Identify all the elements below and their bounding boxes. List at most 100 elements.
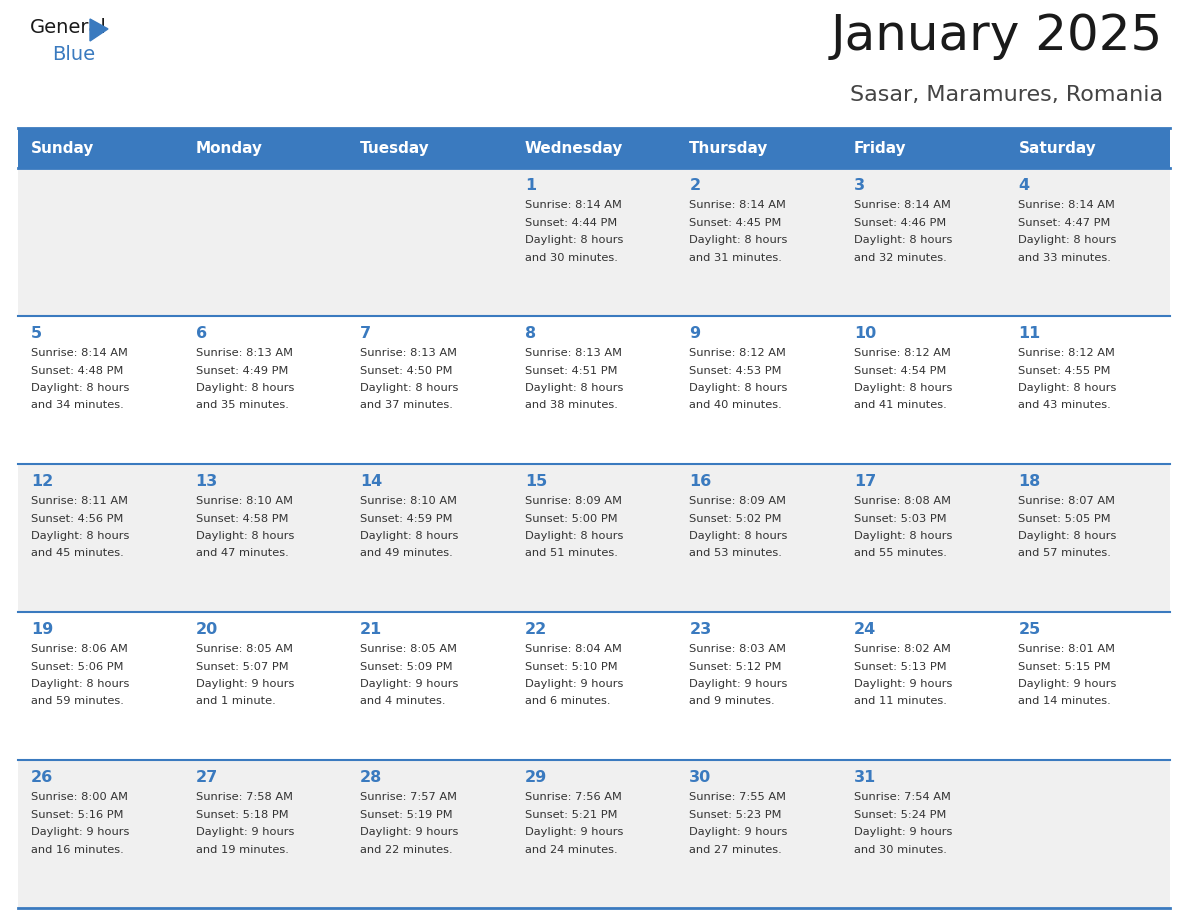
Bar xyxy=(347,464,512,612)
Text: Sunrise: 8:13 AM: Sunrise: 8:13 AM xyxy=(360,348,457,358)
Text: Daylight: 9 hours: Daylight: 9 hours xyxy=(525,827,623,837)
Text: Sunrise: 7:55 AM: Sunrise: 7:55 AM xyxy=(689,792,786,802)
Text: 10: 10 xyxy=(854,326,876,341)
Bar xyxy=(18,168,183,316)
Bar xyxy=(1005,760,1170,908)
Text: and 9 minutes.: and 9 minutes. xyxy=(689,697,775,707)
Text: and 53 minutes.: and 53 minutes. xyxy=(689,548,782,558)
Text: Sunset: 5:23 PM: Sunset: 5:23 PM xyxy=(689,810,782,820)
Text: Daylight: 8 hours: Daylight: 8 hours xyxy=(689,235,788,245)
Text: Sunrise: 8:10 AM: Sunrise: 8:10 AM xyxy=(360,496,457,506)
Text: Daylight: 8 hours: Daylight: 8 hours xyxy=(525,235,623,245)
Text: Daylight: 8 hours: Daylight: 8 hours xyxy=(854,531,953,541)
Text: and 4 minutes.: and 4 minutes. xyxy=(360,697,446,707)
Text: 3: 3 xyxy=(854,178,865,193)
Text: Daylight: 9 hours: Daylight: 9 hours xyxy=(196,827,293,837)
Text: 24: 24 xyxy=(854,622,876,637)
Text: Daylight: 8 hours: Daylight: 8 hours xyxy=(196,383,293,393)
Text: 14: 14 xyxy=(360,474,383,489)
Text: General: General xyxy=(30,18,107,37)
Text: Daylight: 9 hours: Daylight: 9 hours xyxy=(360,679,459,689)
Text: and 35 minutes.: and 35 minutes. xyxy=(196,400,289,410)
Text: Monday: Monday xyxy=(196,140,263,155)
Text: 19: 19 xyxy=(31,622,53,637)
Text: and 14 minutes.: and 14 minutes. xyxy=(1018,697,1111,707)
Text: Sunset: 5:24 PM: Sunset: 5:24 PM xyxy=(854,810,946,820)
Bar xyxy=(676,612,841,760)
Text: Sunrise: 7:54 AM: Sunrise: 7:54 AM xyxy=(854,792,950,802)
Bar xyxy=(512,612,676,760)
Text: and 24 minutes.: and 24 minutes. xyxy=(525,845,618,855)
Text: and 34 minutes.: and 34 minutes. xyxy=(31,400,124,410)
Text: Sunrise: 8:14 AM: Sunrise: 8:14 AM xyxy=(31,348,128,358)
Text: and 37 minutes.: and 37 minutes. xyxy=(360,400,453,410)
Text: Daylight: 9 hours: Daylight: 9 hours xyxy=(1018,679,1117,689)
Bar xyxy=(1005,464,1170,612)
Bar xyxy=(347,128,512,168)
Bar xyxy=(841,168,1005,316)
Text: Daylight: 8 hours: Daylight: 8 hours xyxy=(689,531,788,541)
Bar xyxy=(841,612,1005,760)
Bar xyxy=(183,760,347,908)
Text: Sunset: 4:49 PM: Sunset: 4:49 PM xyxy=(196,365,287,375)
Text: Sunrise: 8:13 AM: Sunrise: 8:13 AM xyxy=(525,348,621,358)
Text: Sunset: 4:55 PM: Sunset: 4:55 PM xyxy=(1018,365,1111,375)
Bar xyxy=(841,464,1005,612)
Text: Sunday: Sunday xyxy=(31,140,94,155)
Text: Sunrise: 8:01 AM: Sunrise: 8:01 AM xyxy=(1018,644,1116,654)
Text: Sunset: 5:05 PM: Sunset: 5:05 PM xyxy=(1018,513,1111,523)
Text: 22: 22 xyxy=(525,622,546,637)
Text: Tuesday: Tuesday xyxy=(360,140,430,155)
Text: Sunset: 4:47 PM: Sunset: 4:47 PM xyxy=(1018,218,1111,228)
Bar xyxy=(183,168,347,316)
Text: Sunrise: 8:00 AM: Sunrise: 8:00 AM xyxy=(31,792,128,802)
Text: Sunrise: 7:58 AM: Sunrise: 7:58 AM xyxy=(196,792,292,802)
Text: 27: 27 xyxy=(196,770,217,785)
Text: Sunset: 4:59 PM: Sunset: 4:59 PM xyxy=(360,513,453,523)
Text: Saturday: Saturday xyxy=(1018,140,1097,155)
Bar xyxy=(18,760,183,908)
Text: January 2025: January 2025 xyxy=(830,12,1163,60)
Text: Sunrise: 7:56 AM: Sunrise: 7:56 AM xyxy=(525,792,621,802)
Text: Daylight: 8 hours: Daylight: 8 hours xyxy=(360,383,459,393)
Text: 15: 15 xyxy=(525,474,546,489)
Text: Sunset: 4:53 PM: Sunset: 4:53 PM xyxy=(689,365,782,375)
Text: 23: 23 xyxy=(689,622,712,637)
Text: 13: 13 xyxy=(196,474,217,489)
Text: and 19 minutes.: and 19 minutes. xyxy=(196,845,289,855)
Text: Daylight: 9 hours: Daylight: 9 hours xyxy=(525,679,623,689)
Bar xyxy=(183,316,347,464)
Bar xyxy=(18,316,183,464)
Text: Sunrise: 8:09 AM: Sunrise: 8:09 AM xyxy=(525,496,621,506)
Text: 7: 7 xyxy=(360,326,372,341)
Text: Sunrise: 8:14 AM: Sunrise: 8:14 AM xyxy=(854,200,950,210)
Text: Sunrise: 8:12 AM: Sunrise: 8:12 AM xyxy=(1018,348,1116,358)
Text: Daylight: 8 hours: Daylight: 8 hours xyxy=(854,383,953,393)
Text: Daylight: 8 hours: Daylight: 8 hours xyxy=(854,235,953,245)
Text: and 43 minutes.: and 43 minutes. xyxy=(1018,400,1111,410)
Text: Daylight: 8 hours: Daylight: 8 hours xyxy=(31,679,129,689)
Text: and 30 minutes.: and 30 minutes. xyxy=(854,845,947,855)
Text: Sunrise: 8:06 AM: Sunrise: 8:06 AM xyxy=(31,644,128,654)
Bar xyxy=(512,760,676,908)
Text: Daylight: 8 hours: Daylight: 8 hours xyxy=(689,383,788,393)
Text: 11: 11 xyxy=(1018,326,1041,341)
Text: and 22 minutes.: and 22 minutes. xyxy=(360,845,453,855)
Bar xyxy=(841,760,1005,908)
Text: 1: 1 xyxy=(525,178,536,193)
Text: 4: 4 xyxy=(1018,178,1030,193)
Bar xyxy=(512,316,676,464)
Text: Daylight: 8 hours: Daylight: 8 hours xyxy=(1018,235,1117,245)
Text: Sunrise: 7:57 AM: Sunrise: 7:57 AM xyxy=(360,792,457,802)
Bar xyxy=(676,464,841,612)
Text: Sunrise: 8:12 AM: Sunrise: 8:12 AM xyxy=(689,348,786,358)
Text: and 16 minutes.: and 16 minutes. xyxy=(31,845,124,855)
Text: Daylight: 8 hours: Daylight: 8 hours xyxy=(196,531,293,541)
Bar xyxy=(183,612,347,760)
Text: 28: 28 xyxy=(360,770,383,785)
Text: and 45 minutes.: and 45 minutes. xyxy=(31,548,124,558)
Text: and 6 minutes.: and 6 minutes. xyxy=(525,697,611,707)
Text: Sunset: 5:07 PM: Sunset: 5:07 PM xyxy=(196,662,289,671)
Text: and 57 minutes.: and 57 minutes. xyxy=(1018,548,1111,558)
Text: and 31 minutes.: and 31 minutes. xyxy=(689,252,782,263)
